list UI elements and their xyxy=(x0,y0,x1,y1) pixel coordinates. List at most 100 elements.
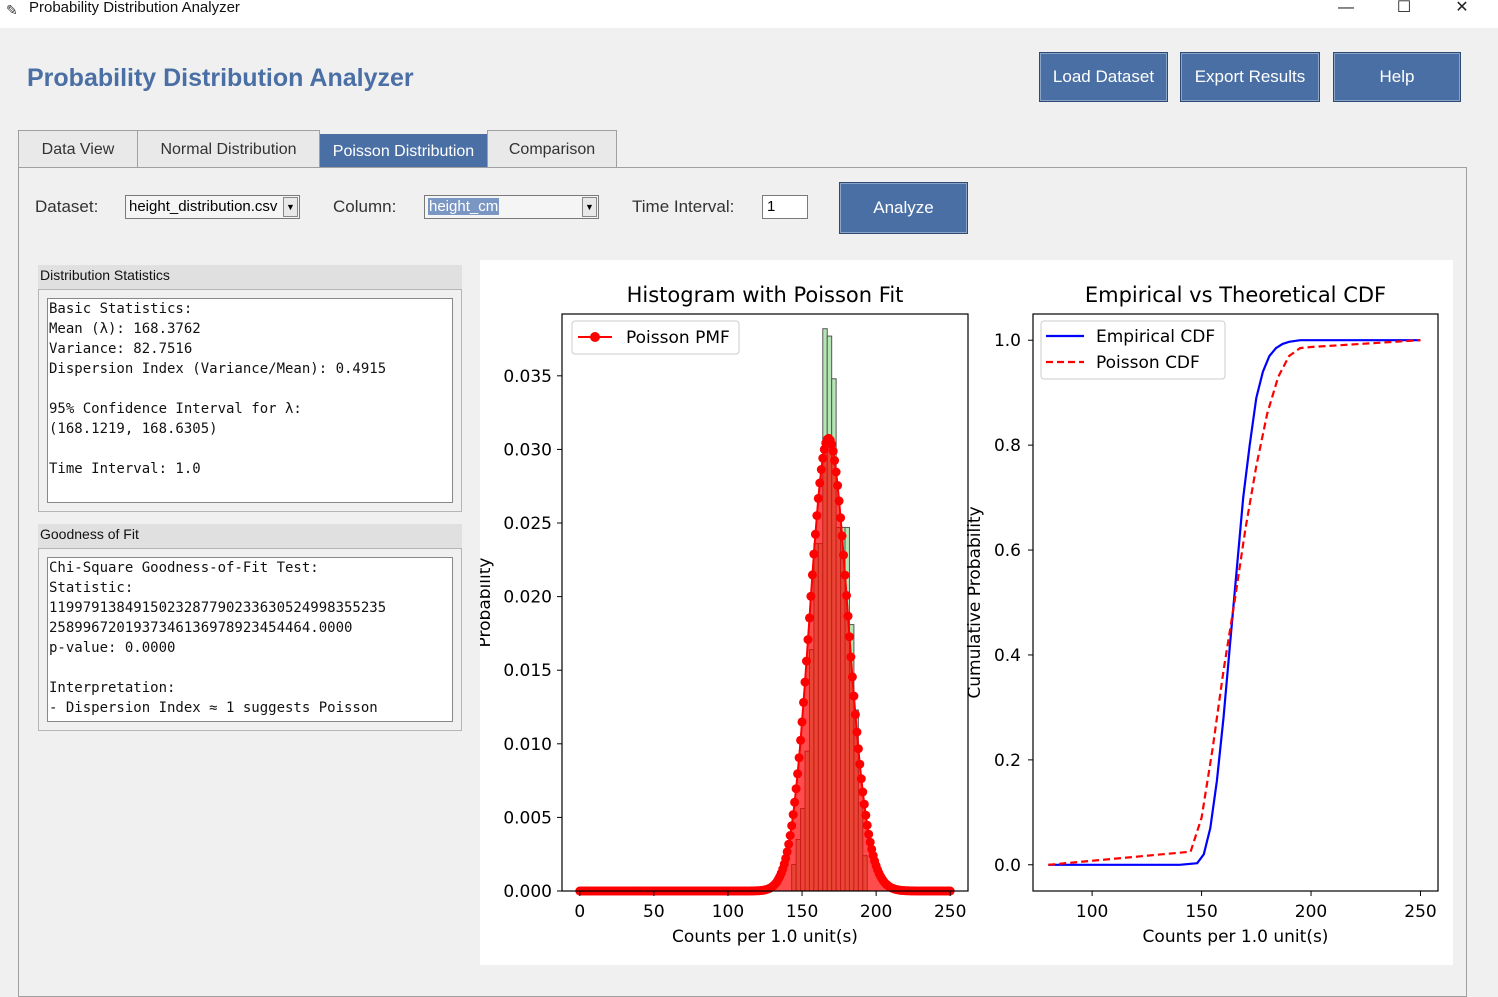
fit-line: Statistic: xyxy=(49,580,134,596)
y-tick-label: 0.005 xyxy=(503,808,552,828)
y-tick-label: 0.030 xyxy=(503,440,552,460)
chart2-ylabel: Cumulative Probability xyxy=(965,506,985,698)
maximize-icon[interactable]: ☐ xyxy=(1396,0,1412,16)
pmf-point xyxy=(810,529,820,539)
pmf-point xyxy=(797,717,807,727)
y-tick-label: 0.010 xyxy=(503,735,552,755)
pmf-point xyxy=(799,697,808,707)
pmf-point xyxy=(830,456,840,465)
fit-line: - Dispersion Index ≈ 1 suggests Poisson xyxy=(49,700,378,716)
x-tick-label: 100 xyxy=(1076,902,1108,922)
window-titlebar: ✎ Probability Distribution Analyzer — ☐ … xyxy=(0,0,1498,29)
time-interval-input[interactable]: 1 xyxy=(762,195,808,219)
y-tick-label: 0.035 xyxy=(503,367,552,387)
fit-line: 2589967201937346136978923454464.0000 xyxy=(49,620,353,636)
tab-poisson-distribution[interactable]: Poisson Distribution xyxy=(320,134,487,168)
stats-line: Time Interval: 1.0 xyxy=(49,461,201,477)
y-tick-label: 0.025 xyxy=(503,514,552,534)
y-tick-label: 1.0 xyxy=(994,331,1021,351)
help-button[interactable]: Help xyxy=(1333,52,1461,102)
pmf-point xyxy=(816,465,826,474)
time-interval-label: Time Interval: xyxy=(632,197,735,216)
x-tick-label: 250 xyxy=(1404,902,1436,922)
legend-pmf-marker xyxy=(590,332,600,342)
pmf-point xyxy=(813,493,823,503)
stats-line: Variance: 82.7516 xyxy=(49,341,193,357)
pmf-point xyxy=(856,774,866,784)
pmf-point xyxy=(790,797,800,807)
fit-line: 1199791384915023287790233630524998355235 xyxy=(49,600,387,616)
pmf-point xyxy=(836,513,846,523)
pmf-point xyxy=(852,727,862,737)
pmf-point xyxy=(796,735,806,745)
empirical-cdf-line xyxy=(1048,339,1421,866)
pmf-point xyxy=(840,570,850,580)
x-tick-label: 200 xyxy=(860,902,892,922)
pmf-point xyxy=(839,550,848,560)
stats-line: 95% Confidence Interval for λ: xyxy=(49,401,302,417)
pmf-point xyxy=(782,847,792,857)
pmf-point xyxy=(812,511,822,521)
pmf-point xyxy=(784,839,794,849)
pmf-point xyxy=(859,799,869,809)
pmf-point xyxy=(846,652,856,662)
y-tick-label: 0.6 xyxy=(994,541,1021,561)
x-tick-label: 150 xyxy=(786,902,818,922)
legend-empirical-label: Empirical CDF xyxy=(1096,327,1215,347)
pmf-point xyxy=(864,829,874,839)
pmf-point xyxy=(803,635,813,645)
stats-line: Mean (λ): 168.3762 xyxy=(49,321,201,337)
pmf-point xyxy=(842,591,851,600)
tab-normal-distribution[interactable]: Normal Distribution xyxy=(137,130,320,168)
fit-textbox[interactable]: Chi-Square Goodness-of-Fit Test: Statisti… xyxy=(47,557,453,722)
pmf-point xyxy=(794,753,804,763)
load-dataset-button[interactable]: Load Dataset xyxy=(1039,52,1168,102)
stats-line: Basic Statistics: xyxy=(49,301,193,317)
fit-line: Chi-Square Goodness-of-Fit Test: xyxy=(49,560,319,576)
x-tick-label: 150 xyxy=(1185,902,1217,922)
dataset-select[interactable]: height_distribution.csv ▼ xyxy=(125,195,300,219)
x-tick-label: 0 xyxy=(574,902,585,922)
pmf-point xyxy=(850,710,860,720)
chevron-down-icon[interactable]: ▼ xyxy=(582,197,597,217)
chart1-ylabel: Probability xyxy=(480,558,495,648)
tab-comparison[interactable]: Comparison xyxy=(487,130,617,168)
chart1-frame xyxy=(561,313,969,892)
y-tick-label: 0.015 xyxy=(503,661,552,681)
x-tick-label: 50 xyxy=(643,902,665,922)
chevron-down-icon[interactable]: ▼ xyxy=(283,197,298,217)
pmf-point xyxy=(833,481,843,490)
pmf-point xyxy=(865,837,875,847)
export-results-button[interactable]: Export Results xyxy=(1180,52,1320,102)
column-select[interactable]: height_cm ▼ xyxy=(424,195,599,219)
legend-poisson-label: Poisson CDF xyxy=(1096,353,1200,373)
pmf-point xyxy=(800,677,810,687)
fit-line: Interpretation: xyxy=(49,680,176,696)
window-title: Probability Distribution Analyzer xyxy=(29,0,240,16)
x-tick-label: 200 xyxy=(1295,902,1327,922)
pmf-point xyxy=(834,496,844,506)
stats-textbox[interactable]: Basic Statistics: Mean (λ): 168.3762 Varia… xyxy=(47,298,453,503)
analyze-button[interactable]: Analyze xyxy=(839,182,968,234)
pmf-point xyxy=(831,467,841,477)
minimize-icon[interactable]: — xyxy=(1338,0,1354,16)
chart1-title: Histogram with Poisson Fit xyxy=(627,283,904,307)
chart2-legend xyxy=(1040,320,1226,380)
feather-icon: ✎ xyxy=(6,2,18,18)
pmf-point xyxy=(853,744,863,754)
pmf-point xyxy=(847,672,857,682)
chart2-title: Empirical vs Theoretical CDF xyxy=(1085,283,1386,307)
pmf-point xyxy=(845,632,854,642)
chart1-xlabel: Counts per 1.0 unit(s) xyxy=(672,927,858,947)
close-icon[interactable]: ✕ xyxy=(1455,0,1469,16)
tab-data-view[interactable]: Data View xyxy=(18,130,138,168)
legend-pmf-label: Poisson PMF xyxy=(626,328,730,348)
stats-line: Dispersion Index (Variance/Mean): 0.4915 xyxy=(49,361,387,377)
pmf-point xyxy=(855,759,865,769)
column-select-value: height_cm xyxy=(428,198,500,215)
fit-line xyxy=(48,658,452,678)
stats-line: (168.1219, 168.6305) xyxy=(49,421,218,437)
pmf-point xyxy=(861,810,871,820)
y-tick-label: 0.020 xyxy=(503,588,552,608)
chart1-legend xyxy=(571,320,740,355)
